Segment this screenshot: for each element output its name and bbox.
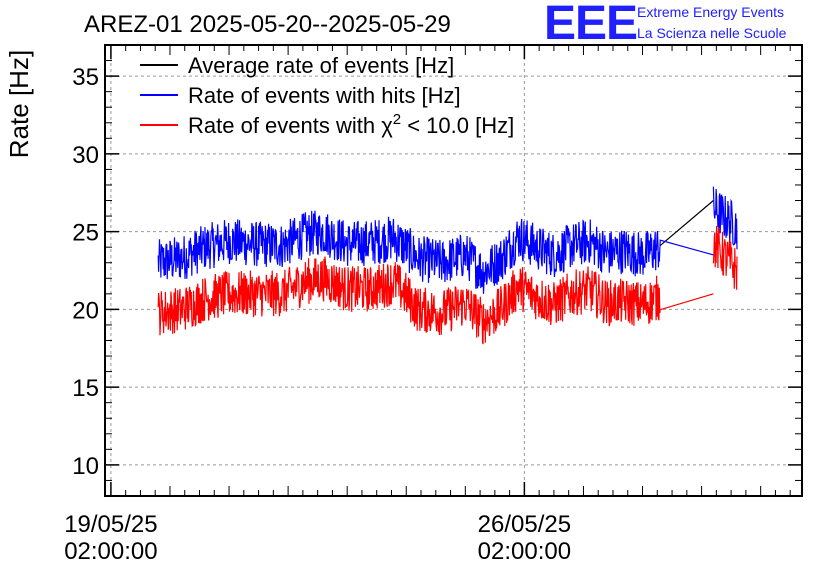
y-tick-label: 30 bbox=[72, 142, 99, 169]
series-layer bbox=[157, 186, 738, 345]
legend-label: Average rate of events [Hz] bbox=[188, 53, 454, 78]
org-name-line1: Extreme Energy Events bbox=[637, 4, 785, 20]
plot-frame bbox=[104, 44, 803, 497]
legend: Average rate of events [Hz] Rate of event… bbox=[140, 53, 514, 138]
legend-label: Rate of events with χ2 < 10.0 [Hz] bbox=[188, 111, 514, 138]
series-line bbox=[157, 186, 738, 294]
x-tick-label-time: 02:00:00 bbox=[478, 538, 571, 565]
y-tick-label: 15 bbox=[72, 375, 99, 402]
legend-label: Rate of events with hits [Hz] bbox=[188, 83, 461, 108]
y-axis-label: Rate [Hz] bbox=[4, 50, 34, 158]
y-tick-label: 20 bbox=[72, 297, 99, 324]
eee-logo: EEE bbox=[544, 0, 638, 50]
y-tick-label: 35 bbox=[72, 64, 99, 91]
y-tick-label: 10 bbox=[72, 453, 99, 480]
series-line bbox=[157, 225, 738, 345]
axis-ticks bbox=[105, 44, 802, 497]
org-name-line2: La Scienza nelle Scuole bbox=[637, 25, 787, 41]
x-tick-label-time: 02:00:00 bbox=[64, 538, 157, 565]
chart-title: AREZ-01 2025-05-20--2025-05-29 bbox=[84, 11, 451, 38]
y-tick-labels: 10 15 20 25 30 35 bbox=[72, 64, 99, 480]
y-tick-label: 25 bbox=[72, 220, 99, 247]
x-tick-label-date: 19/05/25 bbox=[64, 511, 157, 538]
series-line bbox=[659, 200, 714, 247]
x-tick-label-date: 26/05/25 bbox=[478, 511, 571, 538]
